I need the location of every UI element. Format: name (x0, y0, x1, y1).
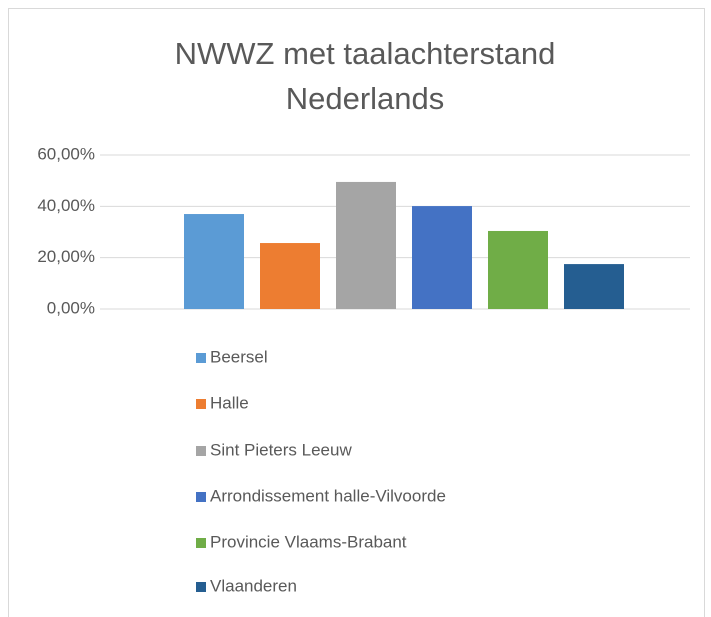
chart-title: Nederlands (286, 81, 445, 116)
legend-label: Vlaanderen (210, 576, 297, 595)
legend-swatch (196, 582, 206, 592)
y-tick-label: 20,00% (37, 247, 95, 266)
legend-label: Sint Pieters Leeuw (210, 440, 352, 459)
bar (488, 230, 548, 309)
legend-swatch (196, 353, 206, 363)
legend-label: Halle (210, 393, 249, 412)
legend-swatch (196, 446, 206, 456)
y-tick-label: 0,00% (47, 298, 95, 317)
y-tick-label: 40,00% (37, 196, 95, 215)
bar (336, 181, 396, 309)
bar (412, 206, 472, 309)
bar (184, 214, 244, 309)
legend-swatch (196, 399, 206, 409)
legend-label: Provincie Vlaams-Brabant (210, 532, 407, 551)
bar (260, 243, 320, 309)
legend-label: Beersel (210, 347, 268, 366)
chart-frame (8, 8, 705, 617)
y-tick-label: 60,00% (37, 144, 95, 163)
legend-swatch (196, 492, 206, 502)
legend-label: Arrondissement halle-Vilvoorde (210, 486, 446, 505)
bar (564, 264, 624, 309)
chart-title: NWWZ met taalachterstand (175, 36, 556, 71)
legend-swatch (196, 538, 206, 548)
